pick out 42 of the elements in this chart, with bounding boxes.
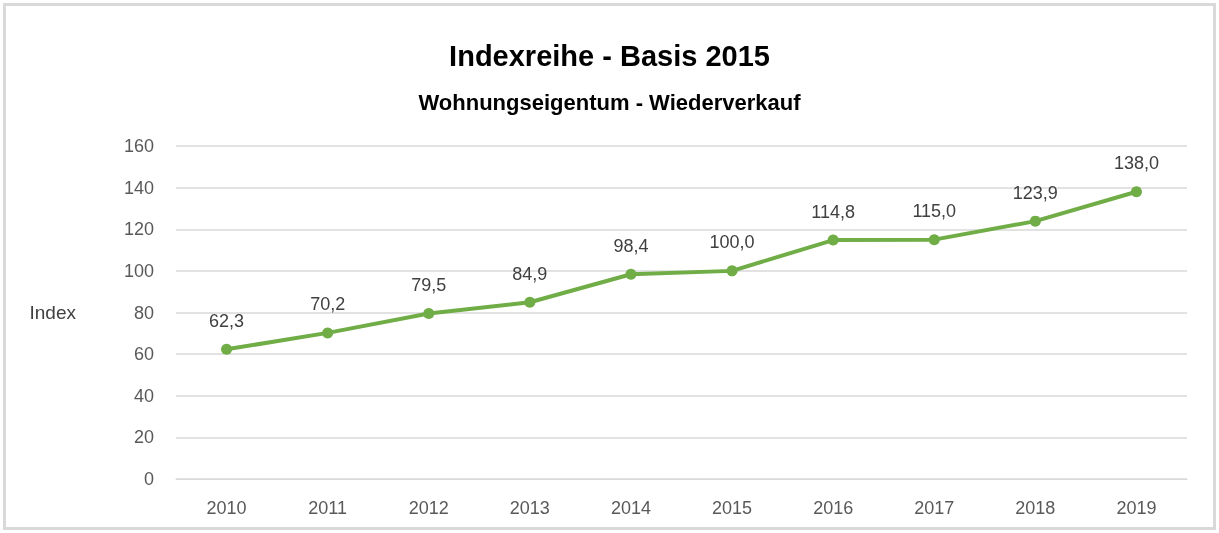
y-tick-label: 80 xyxy=(133,302,154,323)
x-tick-label: 2019 xyxy=(1116,498,1157,518)
point xyxy=(524,296,536,308)
point xyxy=(322,327,334,339)
data-label: 98,4 xyxy=(613,235,649,256)
data-label: 62,3 xyxy=(209,310,245,331)
point xyxy=(928,234,940,246)
y-tick-label: 0 xyxy=(143,469,154,489)
data-label: 100,0 xyxy=(709,232,755,253)
data-label: 115,0 xyxy=(912,201,957,222)
point xyxy=(423,308,435,320)
x-tick-label: 2015 xyxy=(712,498,753,518)
point xyxy=(827,234,839,246)
x-tick-label: 2011 xyxy=(308,498,348,518)
data-label: 114,8 xyxy=(811,201,856,222)
x-tick-label: 2018 xyxy=(1015,498,1056,518)
point xyxy=(1130,186,1142,198)
point xyxy=(726,265,738,277)
point xyxy=(625,268,637,280)
y-tick-label: 140 xyxy=(123,177,154,198)
data-label: 70,2 xyxy=(310,294,346,315)
data-label: 138,0 xyxy=(1113,153,1159,174)
y-tick-label: 120 xyxy=(123,219,154,240)
chart-subtitle: Wohnungseigentum - Wiederverkauf xyxy=(418,89,802,115)
point xyxy=(1029,215,1041,227)
y-tick-label: 40 xyxy=(133,385,154,406)
y-tick-label: 160 xyxy=(123,136,154,156)
data-label: 123,9 xyxy=(1012,182,1058,203)
x-tick-label: 2016 xyxy=(813,498,854,518)
data-label: 84,9 xyxy=(512,263,548,284)
y-tick-label: 60 xyxy=(133,344,154,365)
x-tick-label: 2017 xyxy=(914,498,955,518)
chart-title: Indexreihe - Basis 2015 xyxy=(449,39,770,72)
data-label: 79,5 xyxy=(411,275,447,296)
y-tick-label: 20 xyxy=(133,427,154,448)
x-tick-label: 2013 xyxy=(509,498,550,518)
x-tick-label: 2010 xyxy=(206,498,247,518)
y-tick-label: 100 xyxy=(123,260,154,281)
x-tick-label: 2014 xyxy=(610,498,651,518)
x-tick-label: 2012 xyxy=(408,498,449,518)
point xyxy=(221,343,233,355)
y-axis-title: Index xyxy=(29,302,77,323)
